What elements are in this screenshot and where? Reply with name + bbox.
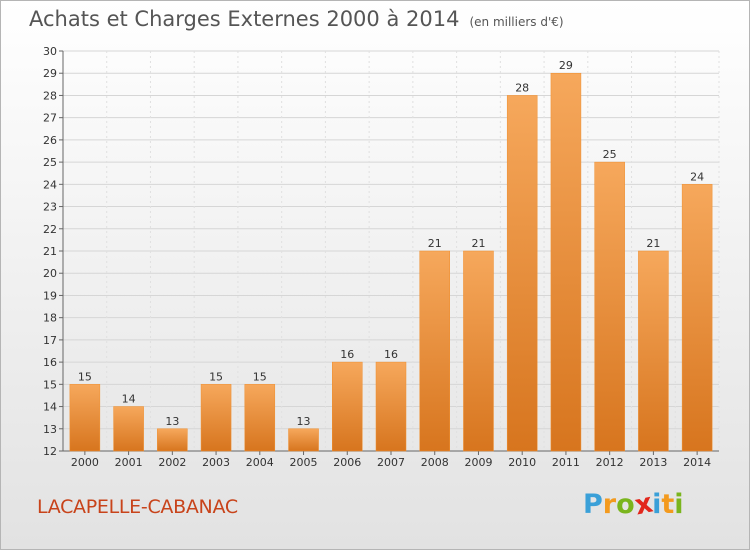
y-tick-label: 24 <box>43 178 57 191</box>
logo-letter: i <box>652 489 662 520</box>
bar-2008 <box>419 250 450 452</box>
value-label: 15 <box>78 370 92 383</box>
y-tick-label: 26 <box>43 134 57 147</box>
x-tick-label: 2011 <box>552 456 580 469</box>
y-tick-label: 25 <box>43 156 57 169</box>
bar-2010 <box>506 95 538 452</box>
y-tick-label: 21 <box>43 245 57 258</box>
x-tick-label: 2012 <box>596 456 624 469</box>
commune-name: LACAPELLE-CABANAC <box>37 496 238 518</box>
y-tick-label: 14 <box>43 401 57 414</box>
bar-2011 <box>550 72 582 452</box>
chart-unit: (en milliers d'€) <box>469 15 564 29</box>
bar-2014 <box>681 184 713 452</box>
y-tick-label: 16 <box>43 356 57 369</box>
chart-title-text: Achats et Charges Externes 2000 à 2014 <box>29 7 460 31</box>
x-tick-label: 2008 <box>421 456 449 469</box>
bar-2012 <box>594 161 625 452</box>
x-tick-label: 2010 <box>508 456 536 469</box>
value-label: 25 <box>603 148 617 161</box>
y-tick-label: 23 <box>43 201 57 214</box>
logo-letter: i <box>674 489 684 520</box>
y-tick-label: 15 <box>43 378 57 391</box>
y-tick-label: 29 <box>43 67 57 80</box>
value-label: 15 <box>209 370 223 383</box>
value-label: 21 <box>428 237 442 250</box>
bar-2002 <box>157 428 188 452</box>
chart-title: Achats et Charges Externes 2000 à 2014 (e… <box>29 7 564 31</box>
y-tick-label: 12 <box>43 445 57 458</box>
value-label: 16 <box>340 348 354 361</box>
bar-2005 <box>288 428 319 452</box>
logo-letter: r <box>602 489 617 520</box>
bar-2001 <box>113 406 144 452</box>
x-tick-label: 2013 <box>639 456 667 469</box>
value-label: 15 <box>253 370 267 383</box>
bar-2006 <box>332 361 363 452</box>
value-label: 29 <box>559 59 573 72</box>
value-label: 24 <box>690 170 704 183</box>
labels-layer: 12 13 14 15 16 17 18 19 20 21 22 23 24 25 26 27 28 29 30 15… <box>43 45 711 469</box>
x-tick-label: 2003 <box>202 456 230 469</box>
proxiti-logo: Proxiti <box>583 488 684 522</box>
value-label: 21 <box>471 237 485 250</box>
value-label: 14 <box>122 393 136 406</box>
y-tick-label: 28 <box>43 89 57 102</box>
x-tick-label: 2009 <box>464 456 492 469</box>
y-tick-label: 30 <box>43 45 57 58</box>
bar-2000 <box>69 384 101 452</box>
x-tick-label: 2006 <box>333 456 361 469</box>
value-label: 21 <box>646 237 660 250</box>
x-tick-label: 2001 <box>115 456 143 469</box>
y-tick-label: 27 <box>43 112 57 125</box>
value-label: 16 <box>384 348 398 361</box>
x-tick-label: 2004 <box>246 456 274 469</box>
y-tick-label: 19 <box>43 289 57 302</box>
logo-letter: t <box>661 489 675 520</box>
x-tick-label: 2014 <box>683 456 711 469</box>
bars-layer <box>69 72 713 452</box>
x-tick-label: 2007 <box>377 456 405 469</box>
bar-2004 <box>244 384 276 452</box>
y-tick-label: 13 <box>43 423 57 436</box>
y-tick-label: 22 <box>43 223 57 236</box>
bar-2009 <box>463 250 494 452</box>
y-tick-label: 18 <box>43 312 57 325</box>
logo-letter: o <box>616 489 635 520</box>
x-tick-label: 2002 <box>158 456 186 469</box>
bar-2003 <box>200 384 232 452</box>
y-tick-label: 17 <box>43 334 57 347</box>
value-label: 28 <box>515 81 529 94</box>
bar-2007 <box>375 361 407 452</box>
value-label: 13 <box>297 415 311 428</box>
y-tick-label: 20 <box>43 267 57 280</box>
bar-2013 <box>638 250 669 452</box>
x-tick-label: 2005 <box>290 456 318 469</box>
value-label: 13 <box>165 415 179 428</box>
logo-letter: P <box>583 489 603 520</box>
x-tick-label: 2000 <box>71 456 99 469</box>
